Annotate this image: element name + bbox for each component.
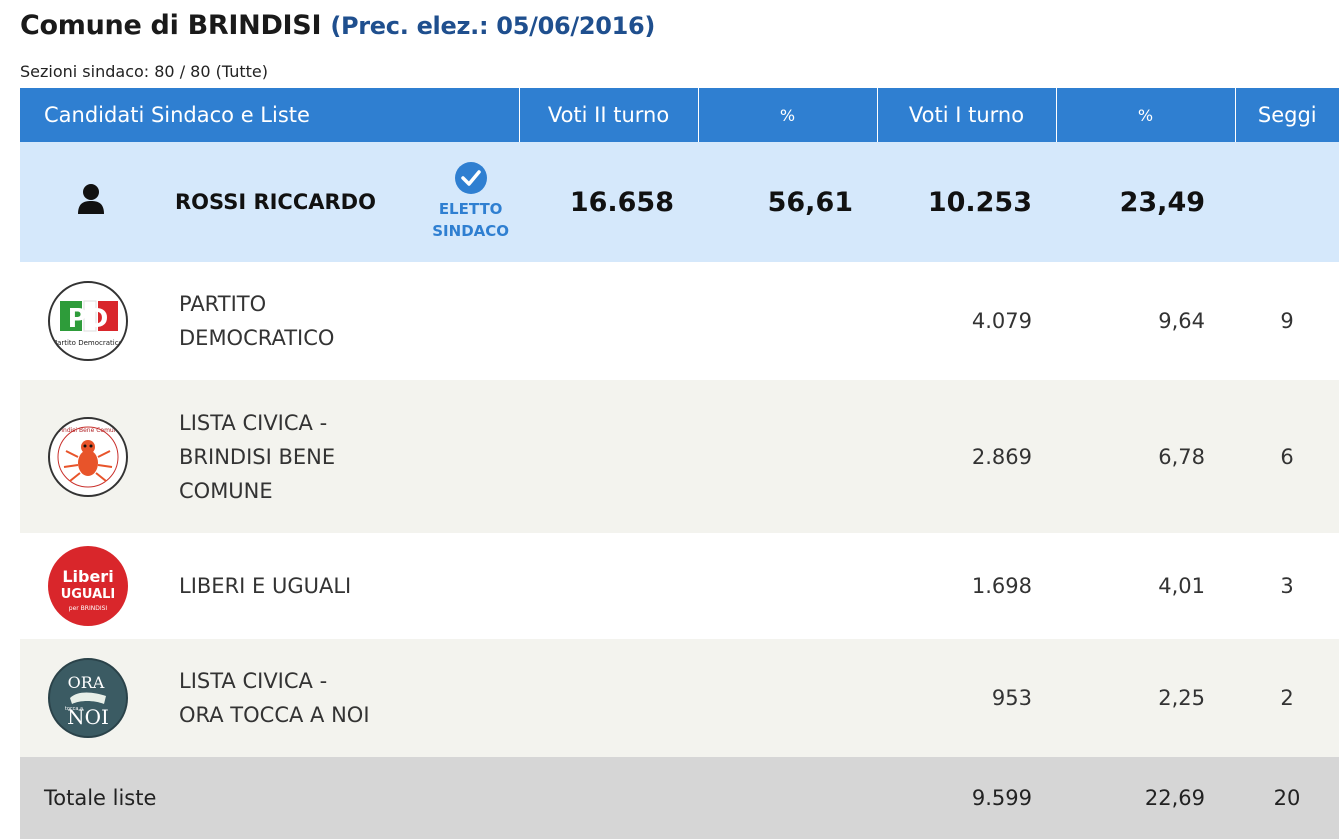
liberi-logo-text1: Liberi [62, 567, 113, 586]
list-name-line1[interactable]: LISTA CIVICA - [179, 669, 328, 693]
elected-label-line2: SINDACO [432, 222, 510, 240]
list-pct: 6,78 [1056, 380, 1236, 533]
list-seats: 2 [1235, 639, 1339, 757]
list-name-cell: LIBERI E UGUALI [175, 533, 520, 639]
results-table: Candidati Sindaco e Liste Voti II turno … [20, 88, 1339, 839]
list-votes-round2 [519, 533, 699, 639]
list-logo-cell: Liberi UGUALI per BRINDISI [20, 533, 175, 639]
candidate-icon-cell [20, 142, 175, 262]
list-pct-round2 [698, 380, 878, 533]
ora-tocca-a-noi-logo: ORA NOI tocca a [48, 658, 128, 738]
totals-votes: 9.599 [877, 757, 1057, 839]
totals-votes-round2 [519, 757, 699, 839]
candidate-pct-round2: 56,61 [698, 142, 878, 262]
liberi-logo-caption: per BRINDISI [69, 605, 108, 612]
column-votes-round1[interactable]: Voti I turno [877, 88, 1057, 142]
column-pct-round1[interactable]: % [1056, 88, 1236, 142]
check-circle-icon [454, 162, 487, 194]
pd-logo: PD Partito Democratico [48, 281, 128, 361]
list-name-line2[interactable]: ORA TOCCA A NOI [179, 703, 370, 727]
list-row[interactable]: Brindisi Bene Comune LISTA CIVICA - BRIN… [20, 380, 1339, 533]
list-votes-round2 [519, 380, 699, 533]
list-logo-cell: Brindisi Bene Comune [20, 380, 175, 533]
ora-logo-caption: tocca a [65, 706, 83, 712]
list-votes: 2.869 [877, 380, 1057, 533]
elected-badge: ELETTO SINDACO [432, 162, 509, 242]
list-name-line1[interactable]: PARTITO [179, 292, 267, 316]
list-pct-round2 [698, 639, 878, 757]
person-icon [78, 183, 104, 214]
column-votes-round2[interactable]: Voti II turno [519, 88, 699, 142]
candidate-pct-round1-value: 23,49 [1119, 186, 1206, 218]
list-name-line1[interactable]: LIBERI E UGUALI [179, 574, 352, 598]
ora-logo-text1: ORA [68, 673, 105, 692]
list-row[interactable]: PD Partito Democratico PARTITO DEMOCRATI… [20, 262, 1339, 380]
column-pct-round2[interactable]: % [698, 88, 878, 142]
list-votes-round2 [519, 262, 699, 380]
table-header: Candidati Sindaco e Liste Voti II turno … [20, 88, 1339, 142]
page-title: Comune di BRINDISI (Prec. elez.: 05/06/2… [20, 10, 655, 41]
elected-label-line1: ELETTO [438, 200, 503, 218]
list-seats: 9 [1235, 262, 1339, 380]
candidate-name[interactable]: ROSSI RICCARDO [175, 190, 376, 214]
list-seats: 6 [1235, 380, 1339, 533]
list-votes: 4.079 [877, 262, 1057, 380]
list-logo-cell: PD Partito Democratico [20, 262, 175, 380]
candidate-seats [1235, 142, 1339, 262]
list-pct: 9,64 [1056, 262, 1236, 380]
list-pct: 2,25 [1056, 639, 1236, 757]
list-pct-round2 [698, 262, 878, 380]
pd-logo-text: PD [68, 304, 109, 334]
column-candidates[interactable]: Candidati Sindaco e Liste [20, 88, 520, 142]
totals-seats: 20 [1235, 757, 1339, 839]
candidate-name-cell: ROSSI RICCARDO ELETTO SINDACO [175, 142, 520, 262]
list-pct-round2 [698, 533, 878, 639]
list-row[interactable]: Liberi UGUALI per BRINDISI LIBERI E UGUA… [20, 533, 1339, 639]
list-votes: 1.698 [877, 533, 1057, 639]
municipality-name: Comune di BRINDISI [20, 10, 322, 41]
list-pct: 4,01 [1056, 533, 1236, 639]
candidate-row[interactable]: ROSSI RICCARDO ELETTO SINDACO 16.658 56,… [20, 142, 1339, 262]
list-votes: 953 [877, 639, 1057, 757]
list-name-line1[interactable]: LISTA CIVICA - [179, 410, 328, 435]
pd-logo-caption: Partito Democratico [53, 339, 123, 347]
totals-pct-round2 [698, 757, 878, 839]
list-logo-cell: ORA NOI tocca a [20, 639, 175, 757]
totals-row: Totale liste 9.599 22,69 20 [20, 757, 1339, 839]
brindisi-logo-text: Brindisi Bene Comune [55, 427, 122, 434]
list-name-cell: PARTITO DEMOCRATICO [175, 262, 520, 380]
candidate-votes-round1: 10.253 [877, 142, 1057, 262]
brindisi-bene-comune-logo: Brindisi Bene Comune [48, 416, 128, 497]
previous-election-link[interactable]: (Prec. elez.: 05/06/2016) [330, 12, 656, 40]
totals-pct: 22,69 [1056, 757, 1236, 839]
list-votes-round2 [519, 639, 699, 757]
column-seats[interactable]: Seggi [1235, 88, 1339, 142]
list-name-line2[interactable]: DEMOCRATICO [179, 326, 335, 350]
list-name-cell: LISTA CIVICA - BRINDISI BENE COMUNE [175, 380, 520, 533]
list-seats: 3 [1235, 533, 1339, 639]
liberi-uguali-logo: Liberi UGUALI per BRINDISI [48, 546, 128, 626]
sections-counter: Sezioni sindaco: 80 / 80 (Tutte) [20, 62, 268, 81]
totals-label: Totale liste [20, 757, 520, 839]
list-name-line2[interactable]: BRINDISI BENE [179, 444, 336, 469]
list-name-cell: LISTA CIVICA - ORA TOCCA A NOI [175, 639, 520, 757]
list-name-line3[interactable]: COMUNE [179, 478, 273, 503]
list-row[interactable]: ORA NOI tocca a LISTA CIVICA - ORA TOCCA… [20, 639, 1339, 757]
ora-logo-text2: NOI [67, 705, 109, 729]
liberi-logo-text2: UGUALI [61, 587, 116, 602]
candidate-votes-round2: 16.658 [519, 142, 699, 262]
candidate-pct-round1: 23,49 [1056, 142, 1236, 262]
